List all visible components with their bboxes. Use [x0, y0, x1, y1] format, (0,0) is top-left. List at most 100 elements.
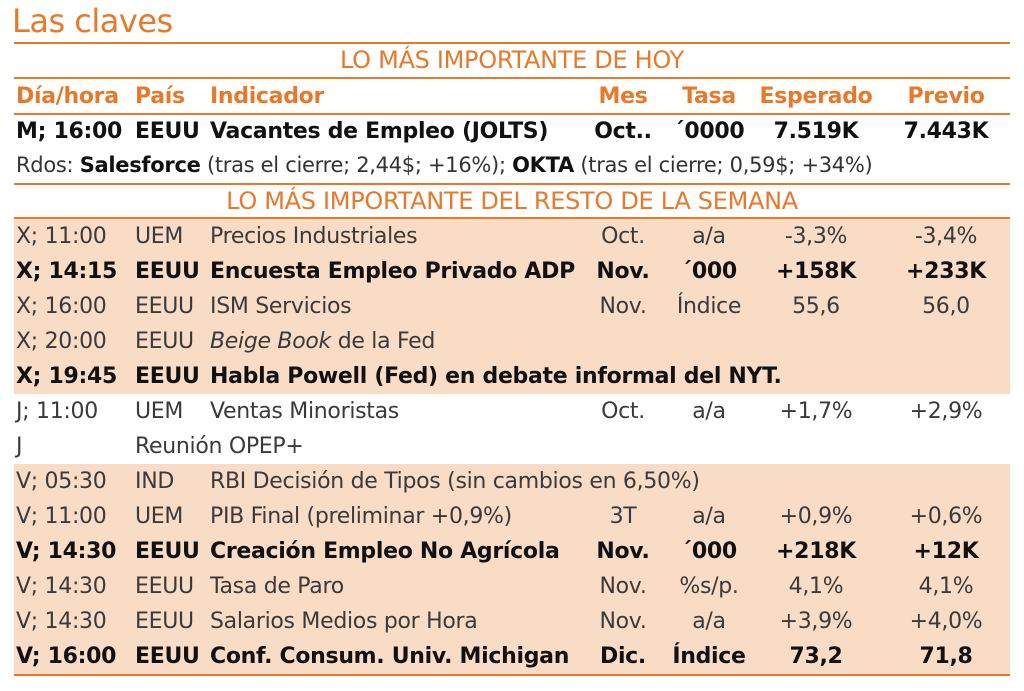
divider	[14, 217, 1010, 219]
cell-expected: +3,9%	[779, 609, 853, 634]
cell-country: EEUU	[135, 364, 200, 389]
cell-expected: +158K	[776, 259, 856, 284]
cell-expected: +218K	[776, 539, 856, 564]
cell-previous: +4,0%	[909, 609, 983, 634]
table-row: X; 19:45 EEUU Habla Powell (Fed) en debate…	[14, 359, 1010, 394]
cell-indicator: Creación Empleo No Agrícola	[210, 539, 560, 564]
cell-rate: Índice	[672, 644, 746, 669]
results-detail-1: (tras el cierre; 2,44$; +16%);	[206, 153, 506, 177]
cell-indicator: ISM Servicios	[210, 294, 352, 319]
cell-time: X; 19:45	[16, 364, 118, 389]
cell-time: V; 11:00	[16, 504, 107, 529]
cell-month: Nov.	[596, 259, 650, 284]
earnings-results-note: Rdos: Salesforce (tras el cierre; 2,44$;…	[16, 148, 873, 182]
section-today-title: LO MÁS IMPORTANTE DE HOY	[339, 46, 685, 74]
today-rate: ´0000	[673, 119, 745, 144]
today-indicator: Vacantes de Empleo (JOLTS)	[210, 119, 549, 144]
cell-country: UEM	[135, 399, 184, 424]
cell-expected: 55,6	[792, 294, 840, 319]
table-row: V; 16:00 EEUU Conf. Consum. Univ. Michigan…	[14, 639, 1010, 674]
cell-expected: 73,2	[789, 644, 843, 669]
table-row: X; 20:00 EEUU Beige Book de la Fed	[14, 324, 1010, 359]
cell-rate: ´000	[681, 259, 737, 284]
cell-country: IND	[135, 469, 174, 494]
results-prefix: Rdos:	[16, 153, 74, 177]
table-row: V; 14:30 EEUU Creación Empleo No Agrícola N…	[14, 534, 1010, 569]
col-header-rate: Tasa	[682, 84, 736, 109]
cell-indicator: Habla Powell (Fed) en debate informal de…	[210, 364, 782, 389]
col-header-indicator: Indicador	[210, 84, 325, 109]
cell-previous: +233K	[906, 259, 986, 284]
cell-country: UEM	[135, 504, 184, 529]
cell-expected: 4,1%	[788, 574, 844, 599]
cell-month: Nov.	[599, 294, 647, 319]
results-detail-2: (tras el cierre; 0,59$; +34%)	[580, 153, 873, 177]
cell-time: X; 20:00	[16, 329, 107, 354]
cell-expected: -3,3%	[784, 224, 848, 249]
cell-time: V; 14:30	[16, 539, 117, 564]
column-header-row: Día/hora País Indicador Mes Tasa Esperad…	[14, 79, 1010, 114]
cell-country: EEUU	[135, 329, 194, 354]
today-previous: 7.443K	[903, 119, 989, 144]
cell-month: Nov.	[596, 539, 650, 564]
cell-previous: +2,9%	[909, 399, 983, 424]
cell-time: X; 14:15	[16, 259, 118, 284]
cell-previous: +12K	[913, 539, 979, 564]
cell-month: Oct.	[601, 399, 645, 424]
page-title: Las claves	[12, 2, 173, 40]
divider	[14, 674, 1010, 676]
indicator-rest: de la Fed	[331, 329, 436, 354]
divider	[14, 42, 1010, 44]
cell-month: Oct.	[601, 224, 645, 249]
cell-country: Reunión OPEP+	[135, 434, 304, 459]
cell-indicator: Precios Industriales	[210, 224, 418, 249]
cell-rate: ´000	[681, 539, 737, 564]
indicator-italic: Beige Book	[210, 329, 331, 354]
cell-indicator: Conf. Consum. Univ. Michigan	[210, 644, 570, 669]
today-month: Oct..	[594, 119, 652, 144]
results-company-2: OKTA	[512, 153, 574, 177]
col-header-month: Mes	[598, 84, 648, 109]
divider	[14, 77, 1010, 79]
cell-rate: %s/p.	[679, 574, 739, 599]
cell-expected: +0,9%	[779, 504, 853, 529]
cell-country: EEUU	[135, 609, 194, 634]
cell-month: Dic.	[599, 644, 646, 669]
table-row: V; 14:30 EEUU Salarios Medios por Hora Nov.…	[14, 604, 1010, 639]
table-row: J; 11:00 UEM Ventas Minoristas Oct. a/a +1,7%…	[14, 394, 1010, 429]
cell-month: Nov.	[599, 574, 647, 599]
cell-expected: +1,7%	[779, 399, 853, 424]
today-expected: 7.519K	[773, 119, 859, 144]
cell-previous: -3,4%	[914, 224, 978, 249]
col-header-time: Día/hora	[16, 84, 119, 109]
cell-rate: a/a	[692, 504, 726, 529]
cell-indicator: Salarios Medios por Hora	[210, 609, 478, 634]
table-row: X; 11:00 UEM Precios Industriales Oct. a/a -3…	[14, 219, 1010, 254]
table-row: X; 16:00 EEUU ISM Servicios Nov. Índice 55,6 5…	[14, 289, 1010, 324]
cell-rate: a/a	[692, 399, 726, 424]
cell-time: V; 05:30	[16, 469, 107, 494]
today-row: M; 16:00 EEUU Vacantes de Empleo (JOLTS)…	[14, 114, 1010, 149]
cell-time: X; 16:00	[16, 294, 107, 319]
cell-month: Nov.	[599, 609, 647, 634]
col-header-previous: Previo	[907, 84, 985, 109]
today-time: M; 16:00	[16, 119, 122, 144]
cell-time: V; 14:30	[16, 574, 107, 599]
cell-country: EEUU	[135, 294, 194, 319]
cell-rate: Índice	[676, 294, 742, 319]
divider	[14, 183, 1010, 185]
cell-time: J	[16, 434, 23, 459]
cell-indicator: PIB Final (preliminar +0,9%)	[210, 504, 512, 529]
cell-country: UEM	[135, 224, 184, 249]
divider	[14, 113, 1010, 115]
cell-country: EEUU	[135, 644, 200, 669]
cell-previous: +0,6%	[909, 504, 983, 529]
cell-indicator: Beige Book de la Fed	[210, 324, 435, 359]
table-row: V; 05:30 IND RBI Decisión de Tipos (sin ca…	[14, 464, 1010, 499]
table-row: X; 14:15 EEUU Encuesta Empleo Privado ADP N…	[14, 254, 1010, 289]
cell-country: EEUU	[135, 259, 200, 284]
col-header-country: País	[135, 84, 185, 109]
cell-previous: 71,8	[919, 644, 973, 669]
cell-indicator: Encuesta Empleo Privado ADP	[210, 259, 575, 284]
cell-indicator: Tasa de Paro	[210, 574, 344, 599]
